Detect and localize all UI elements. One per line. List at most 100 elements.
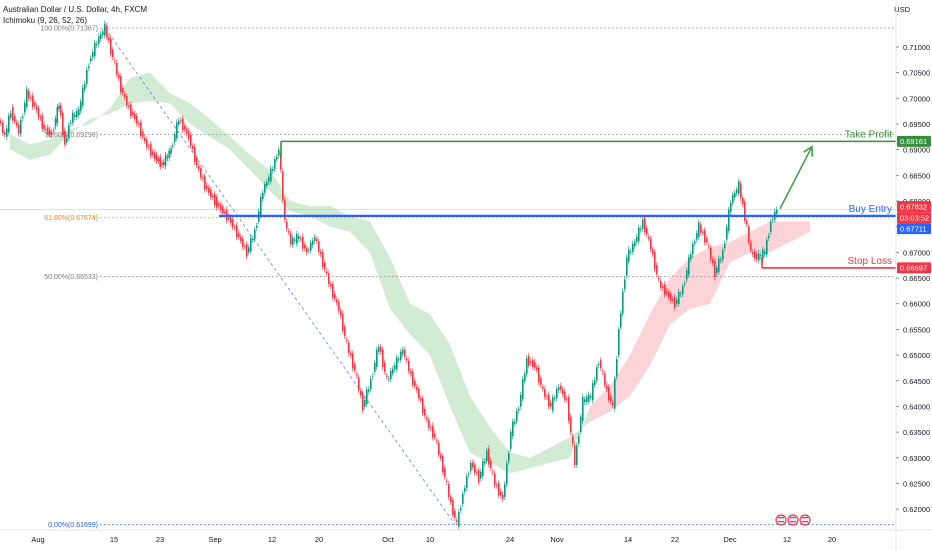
candle-body: [638, 227, 640, 242]
price-tag-box: [897, 223, 931, 235]
candle-body: [720, 259, 722, 261]
time-tick-label: 23: [156, 535, 164, 544]
candle-body: [368, 389, 370, 392]
price-tick-label: 0.63500: [903, 428, 930, 437]
candle-body: [770, 221, 772, 232]
candle-body: [610, 396, 612, 402]
candle-body: [120, 76, 122, 93]
candle-body: [210, 189, 212, 197]
candle-body: [742, 197, 744, 205]
candle-body: [159, 156, 161, 168]
candle-body: [0, 120, 2, 123]
candle-body: [66, 138, 68, 143]
candle-body: [242, 238, 244, 247]
candle-body: [670, 293, 672, 301]
candle-body: [394, 365, 396, 370]
candle-body: [26, 89, 28, 107]
candle-body: [526, 358, 528, 374]
candle-body: [198, 166, 200, 170]
fib-level-label: 61.80%(0.67674): [44, 215, 98, 222]
cloud-segment: [350, 216, 370, 253]
candle-body: [328, 273, 330, 284]
candle-body: [220, 204, 222, 211]
candle-body: [204, 176, 206, 190]
candle-body: [676, 299, 678, 304]
candle-body: [752, 252, 754, 255]
candle-body: [620, 313, 622, 328]
candle-body: [618, 329, 620, 356]
candle-body: [574, 445, 576, 465]
time-tick-label: 12: [268, 535, 276, 544]
candle-body: [356, 374, 358, 376]
candle-body: [656, 265, 658, 275]
cloud-segment: [170, 93, 190, 124]
candle-body: [332, 284, 334, 298]
candle-body: [550, 402, 552, 407]
candle-body: [380, 346, 382, 352]
chart-legend: Australian Dollar / U.S. Dollar, 4h, FXC…: [3, 4, 147, 26]
cloud-segment: [70, 118, 90, 135]
price-tag-box: [897, 262, 931, 274]
cloud-segment: [470, 396, 490, 463]
indicator-label: Ichimoku (9, 26, 52, 26): [3, 16, 88, 25]
candle-body: [176, 122, 178, 139]
candle-body: [188, 131, 190, 139]
candle-body: [650, 238, 652, 250]
candle-body: [216, 196, 218, 208]
candle-body: [24, 102, 26, 113]
candle-body: [576, 445, 578, 465]
candle-body: [51, 132, 53, 136]
candle-body: [660, 281, 662, 288]
candle-body: [62, 113, 64, 135]
candle-body: [692, 243, 694, 255]
price-tick-label: 0.62500: [903, 479, 930, 488]
candle-body: [164, 154, 167, 167]
candle-body: [440, 454, 442, 459]
candle-body: [12, 107, 14, 121]
candle-body: [598, 364, 600, 366]
candle-body: [552, 397, 554, 411]
candle-body: [100, 34, 102, 39]
candle-body: [420, 398, 422, 401]
candle-body: [636, 236, 638, 243]
candle-body: [170, 148, 172, 154]
candle-body: [674, 297, 676, 308]
candle-body: [310, 242, 312, 251]
candle-body: [8, 115, 10, 133]
candle-body: [628, 249, 630, 262]
time-tick-label: 22: [671, 535, 679, 544]
cloud-segment: [110, 77, 130, 114]
candle-body: [350, 353, 352, 356]
candle-body: [108, 37, 110, 41]
candle-body: [764, 251, 766, 255]
candle-body: [136, 116, 138, 124]
candle-body: [64, 130, 66, 145]
candle-body: [222, 206, 224, 214]
candle-body: [84, 83, 86, 90]
time-tick-label: 24: [506, 535, 514, 544]
candle-body: [276, 157, 278, 160]
flag-stripe: [802, 517, 808, 519]
candle-body: [74, 114, 76, 118]
candle-body: [644, 217, 646, 233]
instrument-title: Australian Dollar / U.S. Dollar, 4h, FXC…: [3, 5, 148, 14]
candle-body: [672, 299, 674, 301]
candle-body: [448, 483, 450, 498]
candle-body: [112, 49, 114, 58]
candle-body: [90, 58, 92, 62]
candle-body: [72, 112, 74, 123]
candle-body: [118, 74, 120, 79]
candle-body: [398, 359, 400, 361]
candle-body: [614, 378, 616, 409]
candle-body: [530, 361, 532, 363]
ichimoku-cloud: [10, 72, 810, 474]
candle-body: [418, 388, 420, 399]
candle-body: [322, 252, 324, 267]
price-tag-text: 0.67711: [900, 224, 927, 233]
candle-body: [376, 349, 378, 367]
time-tick-label: Sep: [208, 535, 221, 544]
candle-body: [280, 153, 282, 170]
candle-body: [14, 116, 16, 122]
candle-body: [43, 124, 45, 130]
